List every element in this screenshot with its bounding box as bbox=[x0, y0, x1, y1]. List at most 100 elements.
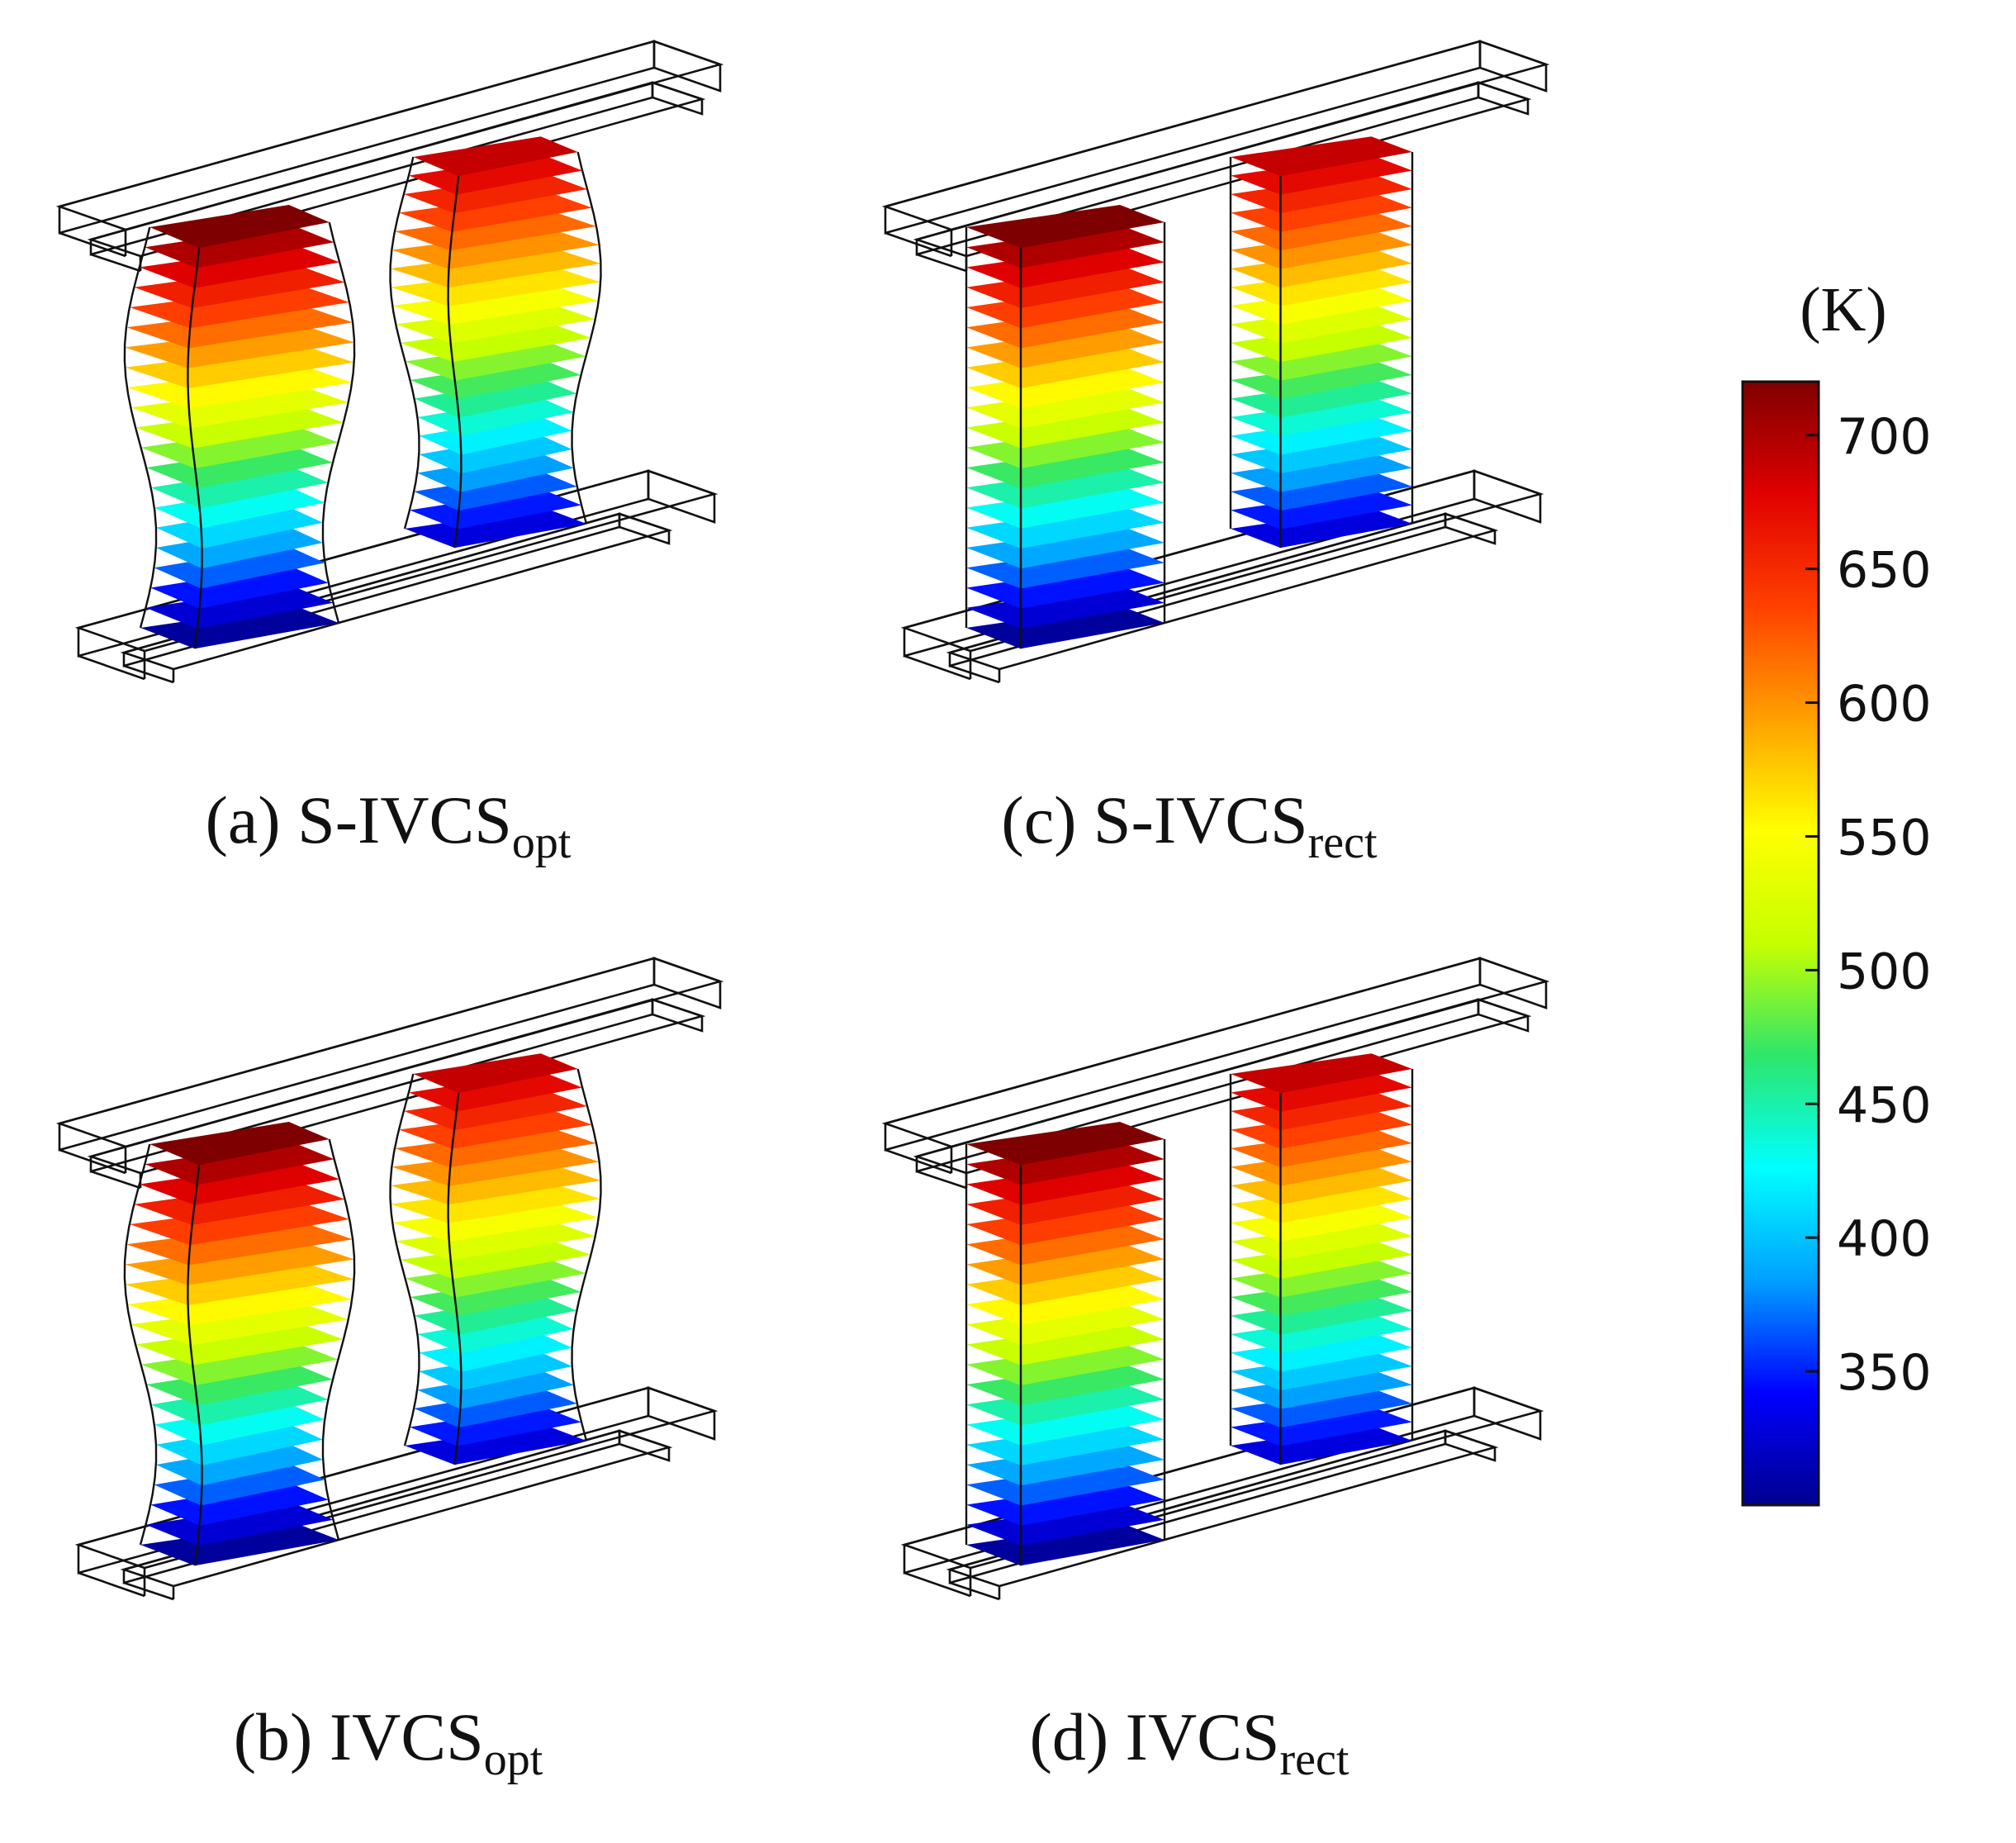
top-electrode-edge bbox=[916, 253, 967, 273]
left-leg-layer bbox=[126, 1282, 353, 1326]
right-leg-layer bbox=[1231, 1276, 1412, 1317]
top-plate-side bbox=[1478, 957, 1548, 1009]
right-leg-layer bbox=[396, 1220, 595, 1261]
left-leg-layer bbox=[135, 1322, 344, 1366]
right-leg-layer bbox=[1231, 1257, 1412, 1298]
colorbar-tick-label: 350 bbox=[1837, 1344, 1932, 1402]
left-leg-layer bbox=[125, 344, 354, 388]
panel-caption-d: (d) IVCSrect bbox=[1030, 1699, 1350, 1785]
right-leg-layer bbox=[390, 266, 601, 306]
right-leg-layer bbox=[1231, 1146, 1412, 1186]
left-leg-layer bbox=[130, 1302, 349, 1346]
left-leg-edge bbox=[123, 1143, 158, 1546]
right-leg-layer bbox=[405, 1257, 586, 1298]
left-leg-layer bbox=[966, 1442, 1165, 1486]
left-leg-layer bbox=[966, 264, 1165, 308]
right-leg-layer bbox=[1231, 154, 1412, 195]
right-leg-layer bbox=[1231, 378, 1412, 418]
right-leg-edge bbox=[389, 156, 420, 530]
right-leg-layer bbox=[391, 1146, 600, 1186]
colorbar: (K) 700 650 600 550 500 450 400 350 bbox=[1741, 275, 1932, 1507]
right-leg-layer bbox=[419, 434, 572, 474]
colorbar-gradient bbox=[1741, 380, 1820, 1507]
caption-subscript: opt bbox=[512, 817, 572, 868]
left-leg-layer bbox=[154, 485, 325, 529]
top-electrode-side bbox=[1477, 998, 1530, 1033]
bottom-electrode-edge bbox=[949, 1581, 1000, 1601]
top-plate-edge bbox=[885, 231, 952, 258]
bottom-electrode-side bbox=[1444, 1429, 1497, 1462]
left-leg-layer bbox=[966, 505, 1165, 549]
right-leg-layer bbox=[409, 1406, 582, 1446]
bottom-plate-edge bbox=[904, 1571, 971, 1598]
right-leg-layer bbox=[405, 1425, 586, 1465]
right-leg-layer bbox=[1231, 1090, 1412, 1131]
left-leg-layer bbox=[966, 585, 1165, 629]
bottom-electrode-side bbox=[1444, 512, 1497, 545]
left-leg-edge bbox=[123, 226, 158, 629]
panel-caption-b: (b) IVCSopt bbox=[234, 1699, 543, 1785]
bottom-plate-side bbox=[647, 1386, 716, 1441]
right-leg-edge bbox=[389, 1073, 420, 1446]
left-leg-layer bbox=[966, 385, 1165, 429]
right-leg-layer bbox=[419, 1351, 572, 1391]
right-leg-layer bbox=[400, 322, 591, 363]
left-leg-layer bbox=[124, 1242, 355, 1285]
left-leg-layer bbox=[966, 1222, 1165, 1266]
caption-main: (a) S-IVCS bbox=[206, 782, 512, 857]
left-leg-layer bbox=[126, 365, 353, 409]
right-leg-layer bbox=[1231, 136, 1412, 177]
left-leg-layer bbox=[145, 585, 334, 629]
left-leg-layer bbox=[966, 1502, 1165, 1546]
left-leg-edge bbox=[187, 1165, 203, 1566]
right-leg-layer bbox=[405, 340, 586, 381]
right-leg-edge bbox=[571, 1068, 602, 1442]
right-leg-layer bbox=[1231, 1313, 1412, 1354]
left-leg-layer bbox=[966, 1161, 1165, 1205]
left-leg-layer bbox=[966, 344, 1165, 388]
right-leg-layer bbox=[414, 1294, 577, 1335]
left-leg-layer bbox=[125, 1261, 354, 1305]
left-leg-layer bbox=[966, 565, 1165, 609]
colorbar-tick-label: 400 bbox=[1837, 1210, 1932, 1268]
left-leg-layer bbox=[154, 1402, 325, 1446]
right-leg-layer bbox=[1231, 1071, 1412, 1112]
left-leg-layer bbox=[145, 1142, 334, 1185]
left-leg-layer bbox=[140, 1342, 339, 1385]
colorbar-ticks: 700 650 600 550 500 450 400 350 bbox=[1805, 408, 1932, 1402]
right-leg-layer bbox=[1231, 1388, 1412, 1428]
right-leg-layer bbox=[1231, 1294, 1412, 1335]
right-leg-edge bbox=[447, 175, 462, 549]
left-leg-layer bbox=[139, 1161, 340, 1205]
right-leg-layer bbox=[1231, 1109, 1412, 1149]
bottom-electrode-edge bbox=[123, 1581, 174, 1601]
right-leg-layer bbox=[391, 229, 600, 269]
left-leg-layer bbox=[966, 405, 1165, 449]
panel-c bbox=[881, 40, 1550, 684]
right-leg-layer bbox=[414, 471, 577, 511]
bottom-plate-side bbox=[1473, 1386, 1542, 1441]
right-leg-layer bbox=[1231, 322, 1412, 363]
left-leg-layer bbox=[966, 245, 1165, 288]
caption-subscript: rect bbox=[1308, 817, 1378, 868]
left-leg-layer bbox=[146, 1362, 333, 1406]
right-leg-layer bbox=[396, 303, 595, 344]
top-electrode-edge bbox=[90, 253, 141, 273]
left-leg-layer bbox=[966, 1181, 1165, 1225]
right-leg-layer bbox=[1231, 508, 1412, 549]
right-leg-layer bbox=[417, 452, 574, 492]
top-plate-top bbox=[881, 40, 1550, 231]
bottom-plate-side bbox=[647, 469, 716, 524]
right-leg-layer bbox=[403, 173, 588, 214]
bottom-plate-edge bbox=[78, 1571, 145, 1598]
left-leg-layer bbox=[966, 1382, 1165, 1426]
top-electrode-edge bbox=[916, 1170, 967, 1190]
left-leg-layer bbox=[966, 545, 1165, 589]
right-leg-layer bbox=[1231, 1183, 1412, 1223]
right-leg-layer bbox=[409, 489, 582, 530]
top-plate-top bbox=[55, 957, 724, 1148]
left-leg-layer bbox=[154, 545, 325, 589]
left-leg-layer bbox=[155, 1422, 324, 1465]
top-electrode-side bbox=[1477, 81, 1530, 116]
right-leg-layer bbox=[408, 154, 583, 195]
